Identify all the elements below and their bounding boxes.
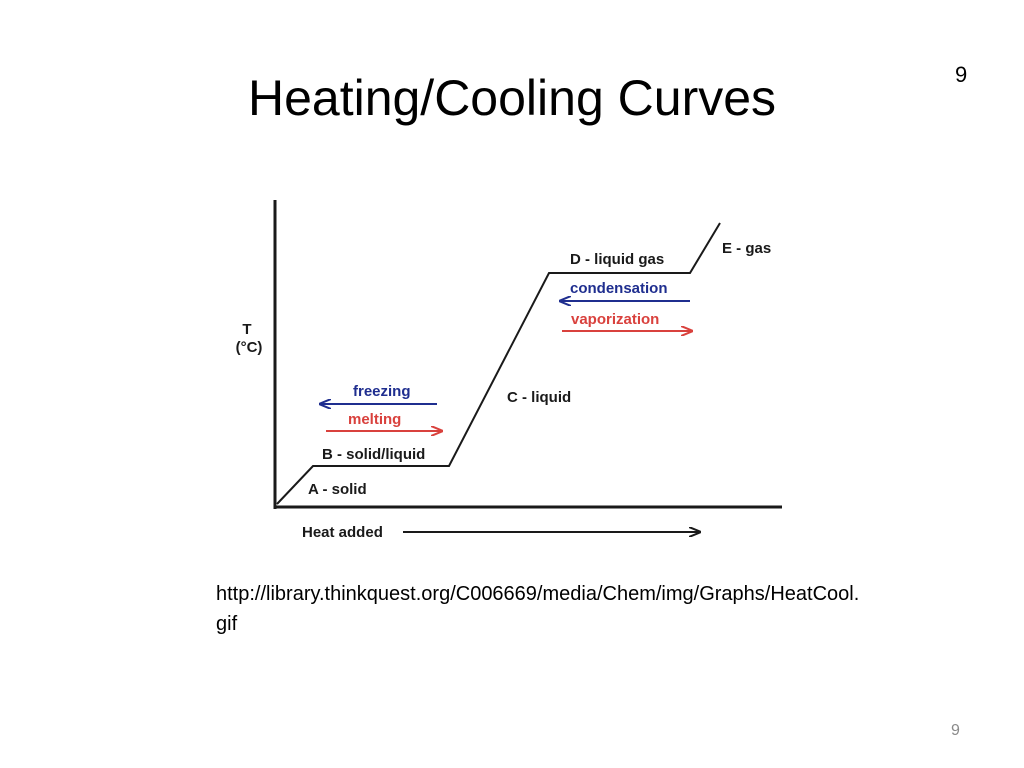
segment-label-e: E - gas: [722, 240, 771, 257]
footer-slide-number: 9: [951, 722, 960, 739]
y-axis-label-unit: (°C): [236, 339, 263, 356]
segment-label-c: C - liquid: [507, 389, 571, 406]
segment-label-b: B - solid/liquid: [322, 446, 425, 463]
source-link[interactable]: http://library.thinkquest.org/C006669/me…: [216, 583, 860, 635]
freezing-label: freezing: [353, 383, 411, 400]
vaporization-label: vaporization: [571, 311, 659, 328]
x-axis-label: Heat added: [302, 524, 383, 541]
slide-title: Heating/Cooling Curves: [247, 70, 777, 126]
condensation-label: condensation: [570, 280, 668, 297]
heating-curve: [276, 222, 721, 505]
segment-label-d: D - liquid gas: [570, 251, 664, 268]
melting-label: melting: [348, 411, 401, 428]
y-axis-label-t: T: [242, 321, 251, 338]
segment-label-a: A - solid: [308, 481, 367, 498]
corner-slide-number: 9: [955, 62, 968, 87]
